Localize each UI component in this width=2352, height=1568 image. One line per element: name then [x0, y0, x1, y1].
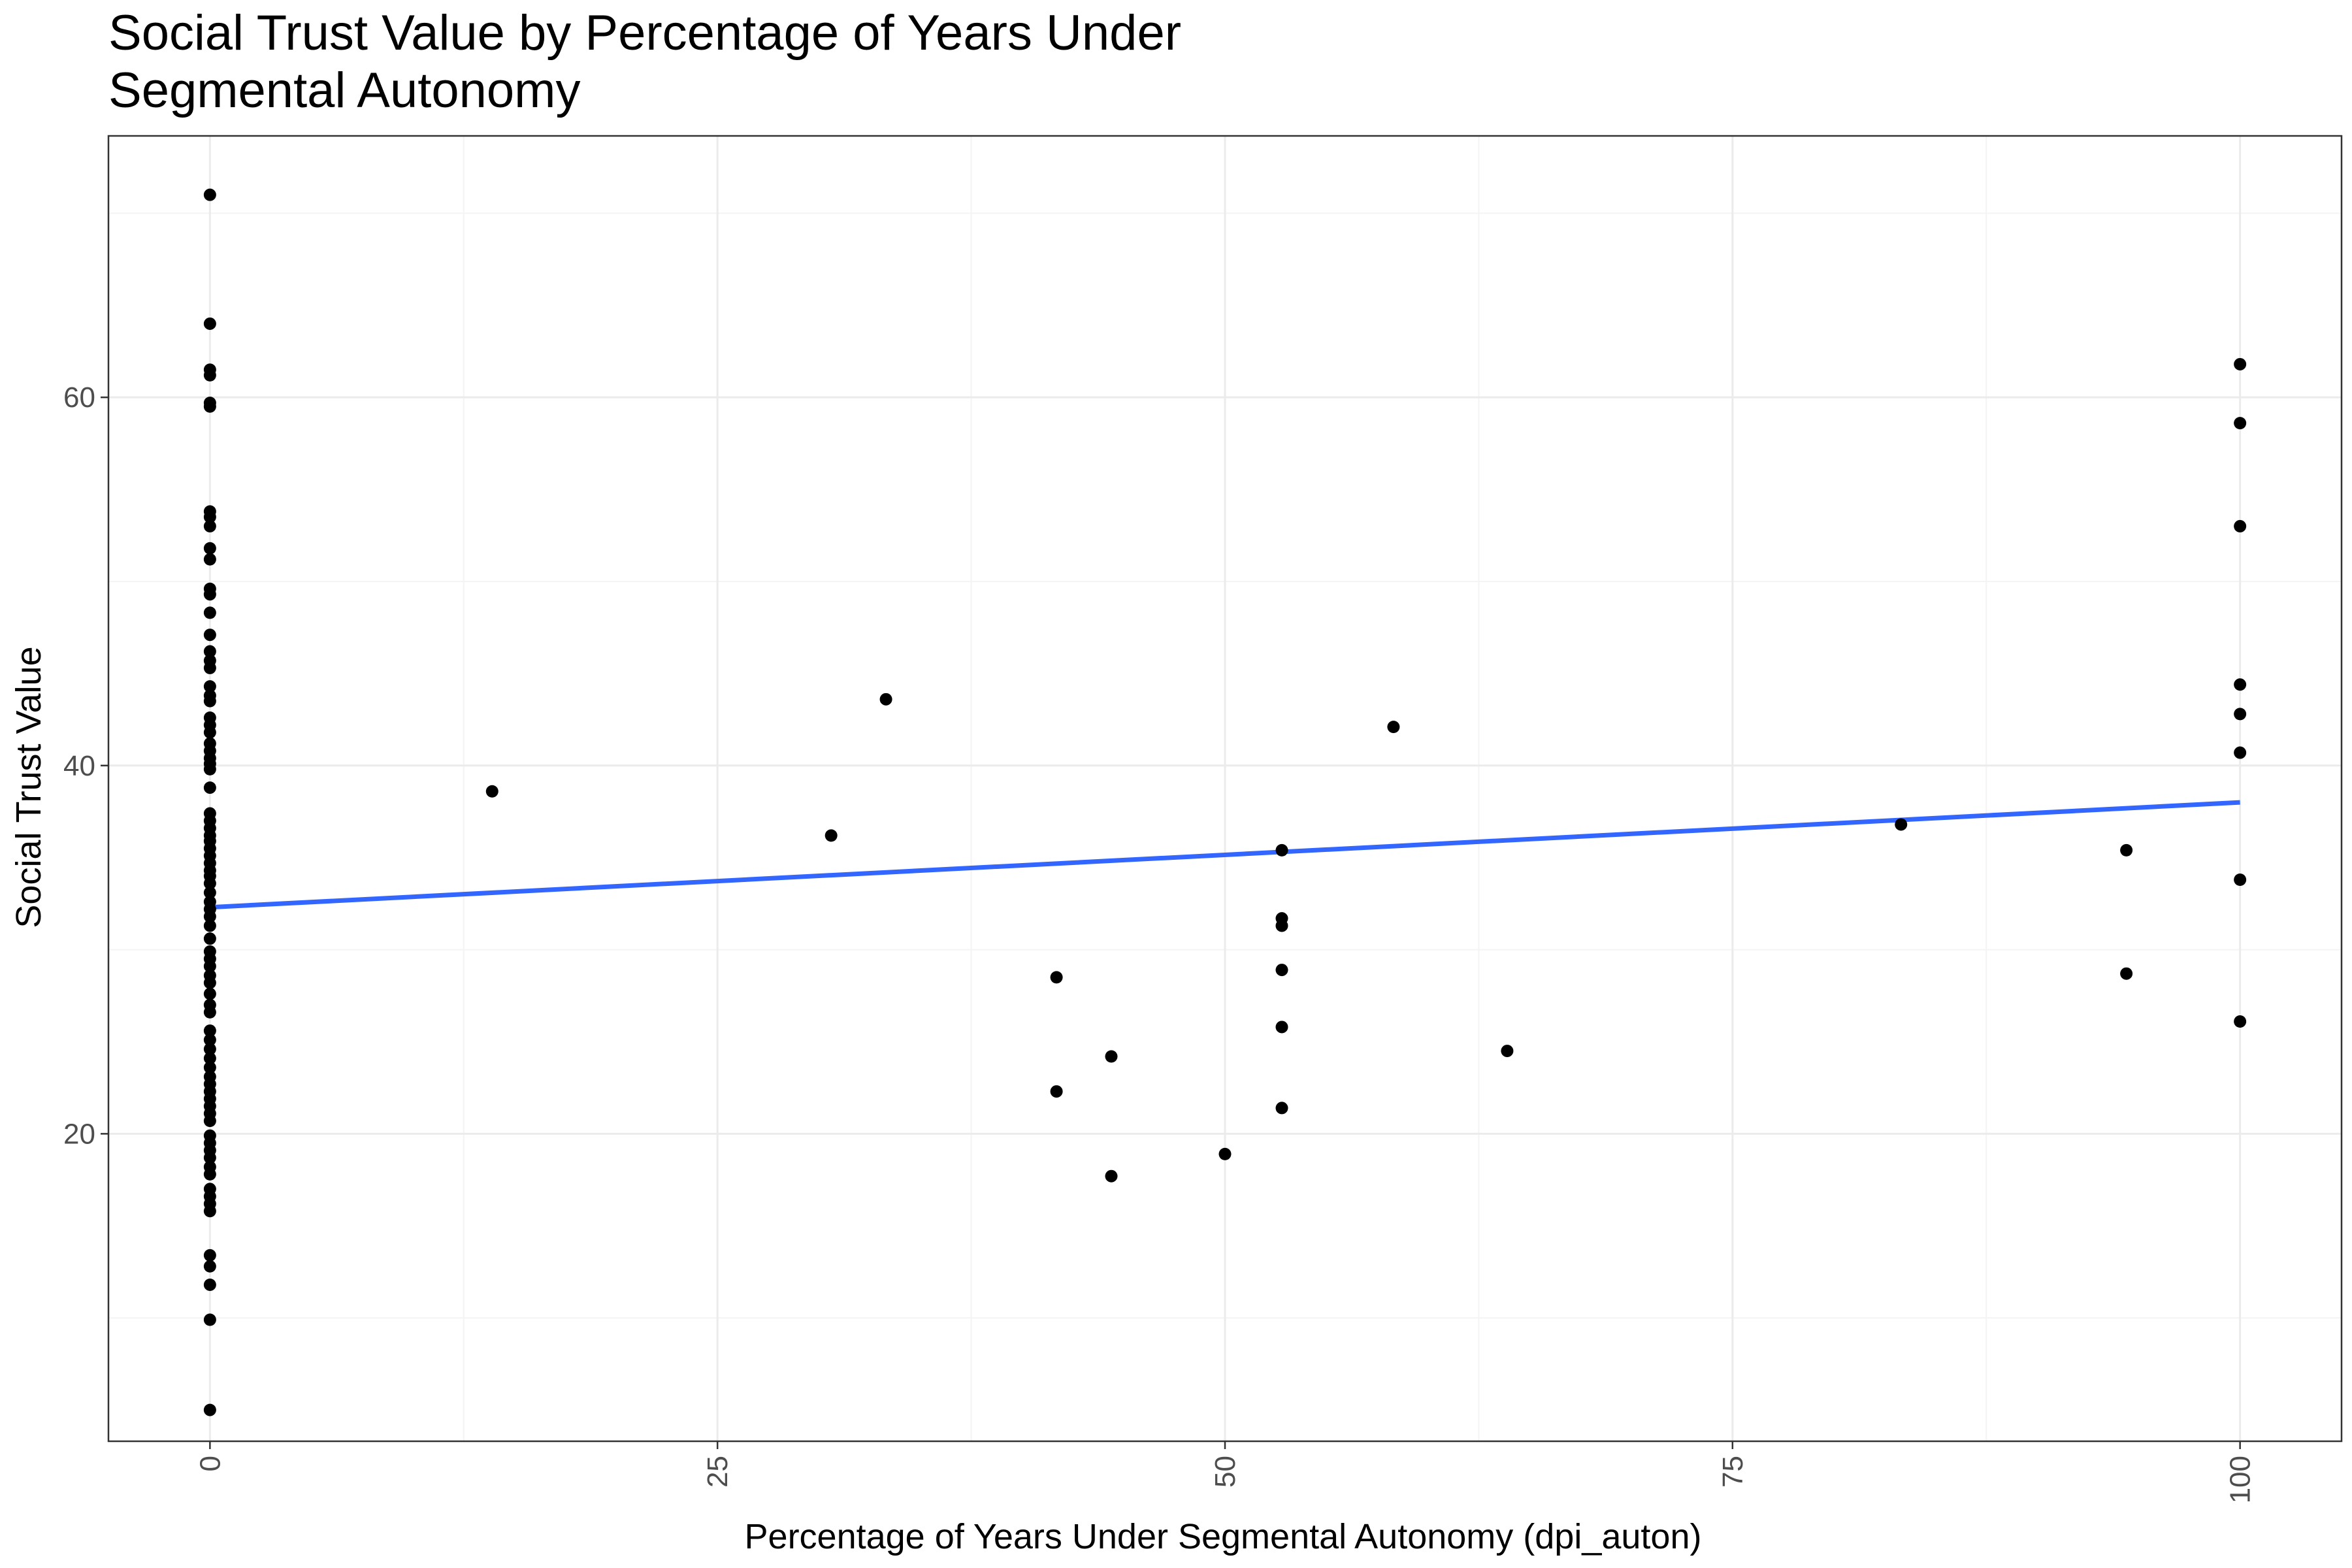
data-point — [1275, 843, 1288, 857]
data-point — [203, 188, 216, 201]
data-point — [203, 588, 216, 601]
data-point — [203, 726, 216, 739]
data-point — [203, 1278, 216, 1291]
data-point — [485, 785, 498, 798]
points-layer — [203, 188, 2247, 1416]
data-point — [1050, 971, 1063, 984]
data-point — [1050, 1085, 1063, 1098]
data-point — [2234, 873, 2247, 886]
y-tick-label: 20 — [63, 1118, 95, 1150]
data-point — [1275, 964, 1288, 977]
x-tick-label: 25 — [702, 1456, 734, 1488]
data-point — [2234, 678, 2247, 691]
data-point — [1501, 1045, 1514, 1058]
data-point — [203, 368, 216, 382]
data-point — [2234, 1015, 2247, 1028]
data-point — [203, 1403, 216, 1416]
chart-title-line-2: Segmental Autonomy — [108, 63, 580, 118]
axes: 20 40 60 0 25 50 75 100 — [63, 382, 2257, 1503]
y-tick-label: 40 — [63, 750, 95, 782]
data-point — [2120, 967, 2133, 980]
data-point — [203, 645, 216, 658]
x-axis-label: Percentage of Years Under Segmental Auto… — [745, 1517, 1702, 1556]
data-point — [203, 1151, 216, 1164]
data-point — [203, 661, 216, 674]
data-point — [203, 519, 216, 532]
data-point — [2234, 519, 2247, 532]
data-point — [203, 400, 216, 413]
data-point — [203, 606, 216, 619]
data-point — [825, 829, 838, 842]
data-point — [1275, 919, 1288, 932]
x-tick-label: 0 — [194, 1456, 226, 1471]
data-point — [203, 781, 216, 794]
data-point — [1387, 721, 1400, 734]
data-point — [203, 1313, 216, 1326]
data-point — [203, 680, 216, 693]
data-point — [203, 1043, 216, 1056]
data-point — [1895, 818, 1908, 831]
data-point — [203, 317, 216, 330]
grid — [108, 136, 2342, 1441]
data-point — [203, 1061, 216, 1074]
data-point — [1275, 1102, 1288, 1115]
data-point — [203, 762, 216, 776]
data-point — [203, 1115, 216, 1128]
data-point — [2234, 708, 2247, 721]
data-point — [2120, 843, 2133, 857]
data-point — [203, 886, 216, 899]
data-point — [203, 553, 216, 566]
data-point — [203, 877, 216, 890]
x-tick-label: 100 — [2225, 1456, 2257, 1503]
data-point — [203, 510, 216, 523]
data-point — [1275, 1021, 1288, 1034]
data-point — [1105, 1169, 1118, 1183]
data-point — [2234, 746, 2247, 759]
data-point — [203, 987, 216, 1000]
data-point — [203, 542, 216, 555]
data-point — [203, 976, 216, 989]
data-point — [203, 1005, 216, 1019]
data-point — [203, 1168, 216, 1181]
data-point — [203, 694, 216, 708]
data-point — [203, 1249, 216, 1262]
data-point — [203, 1024, 216, 1037]
data-point — [2234, 357, 2247, 370]
data-point — [203, 910, 216, 923]
data-point — [879, 693, 892, 706]
data-point — [203, 629, 216, 642]
data-point — [203, 932, 216, 945]
data-point — [1218, 1147, 1232, 1160]
data-point — [2234, 417, 2247, 430]
data-point — [203, 919, 216, 932]
data-point — [203, 1205, 216, 1218]
chart-title-line-1: Social Trust Value by Percentage of Year… — [108, 5, 1181, 61]
x-tick-label: 50 — [1209, 1456, 1241, 1488]
data-point — [1105, 1050, 1118, 1063]
y-tick-label: 60 — [63, 382, 95, 414]
data-point — [203, 1034, 216, 1047]
data-point — [203, 960, 216, 973]
y-axis-label: Social Trust Value — [9, 646, 48, 928]
x-tick-label: 75 — [1717, 1456, 1749, 1488]
data-point — [203, 1052, 216, 1065]
data-point — [203, 1260, 216, 1273]
